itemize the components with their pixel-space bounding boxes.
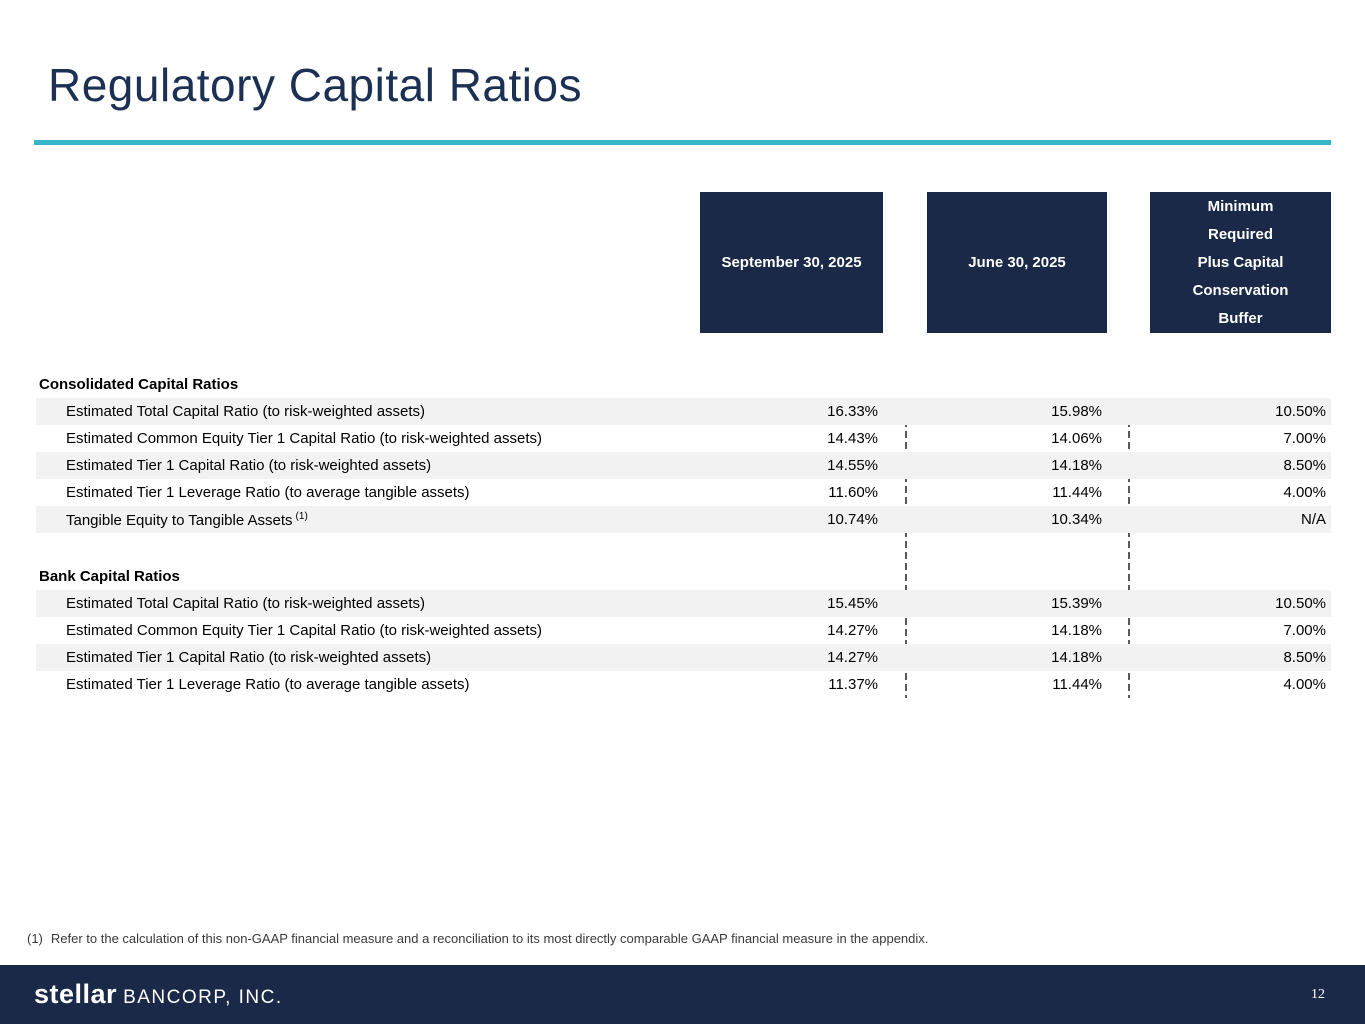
footer-bar: stellar BANCORP, INC. 12 bbox=[0, 965, 1365, 1024]
capital-ratios-table: Consolidated Capital Ratios Estimated To… bbox=[36, 370, 1331, 698]
row-label: Estimated Total Capital Ratio (to risk-w… bbox=[66, 403, 426, 420]
value-jun30: 14.18% bbox=[1051, 457, 1102, 474]
footnote-text: Refer to the calculation of this non-GAA… bbox=[50, 931, 929, 946]
min-required-line: Conservation bbox=[1192, 281, 1289, 299]
section-header-bank: Bank Capital Ratios bbox=[39, 567, 180, 585]
page-number: 12 bbox=[1311, 986, 1325, 1002]
min-required-line: Required bbox=[1207, 225, 1273, 243]
row-label: Estimated Tier 1 Leverage Ratio (to aver… bbox=[66, 484, 470, 501]
table-row: Estimated Tier 1 Leverage Ratio (to aver… bbox=[36, 479, 1331, 506]
value-minimum: 7.00% bbox=[1283, 430, 1326, 447]
logo-wordmark-bancorp: BANCORP, INC. bbox=[123, 987, 283, 1008]
page-title: Regulatory Capital Ratios bbox=[48, 59, 583, 111]
value-sep30: 15.45% bbox=[827, 595, 878, 612]
section-header-consolidated: Consolidated Capital Ratios bbox=[39, 375, 239, 393]
value-minimum: N/A bbox=[1300, 511, 1326, 528]
row-label: Tangible Equity to Tangible Assets (1) bbox=[36, 511, 703, 529]
row-label: Estimated Tier 1 Capital Ratio (to risk-… bbox=[66, 649, 432, 666]
table-row: Estimated Common Equity Tier 1 Capital R… bbox=[36, 425, 1331, 452]
company-logo: stellar BANCORP, INC. bbox=[34, 979, 283, 1010]
value-minimum: 10.50% bbox=[1275, 595, 1326, 612]
table-row: Estimated Total Capital Ratio (to risk-w… bbox=[36, 398, 1331, 425]
value-minimum: 8.50% bbox=[1283, 457, 1326, 474]
footnote: (1) Refer to the calculation of this non… bbox=[27, 931, 928, 946]
value-sep30: 16.33% bbox=[827, 403, 878, 420]
row-label: Estimated Common Equity Tier 1 Capital R… bbox=[66, 430, 543, 447]
footnote-reference: (1) bbox=[295, 510, 308, 522]
row-label: Estimated Tier 1 Leverage Ratio (to aver… bbox=[66, 676, 470, 693]
logo-wordmark-stellar: stellar bbox=[34, 979, 118, 1009]
value-sep30: 14.43% bbox=[827, 430, 878, 447]
row-label-text: Tangible Equity to Tangible Assets bbox=[66, 511, 293, 529]
column-divider-dashed bbox=[905, 398, 907, 698]
value-minimum: 7.00% bbox=[1283, 622, 1326, 639]
row-label: Estimated Total Capital Ratio (to risk-w… bbox=[66, 595, 426, 612]
value-sep30: 14.27% bbox=[827, 649, 878, 666]
value-jun30: 14.18% bbox=[1051, 649, 1102, 666]
value-minimum: 8.50% bbox=[1283, 649, 1326, 666]
value-jun30: 11.44% bbox=[1052, 484, 1102, 501]
row-label: Estimated Tier 1 Capital Ratio (to risk-… bbox=[66, 457, 432, 474]
min-required-line: Plus Capital bbox=[1197, 253, 1284, 271]
min-required-line: Buffer bbox=[1218, 309, 1263, 327]
value-sep30: 14.27% bbox=[827, 622, 878, 639]
value-jun30: 14.18% bbox=[1051, 622, 1102, 639]
row-label: Estimated Common Equity Tier 1 Capital R… bbox=[66, 622, 543, 639]
table-row: Estimated Tier 1 Capital Ratio (to risk-… bbox=[36, 452, 1331, 479]
value-sep30: 10.74% bbox=[827, 511, 878, 528]
section-spacer bbox=[36, 533, 1331, 562]
column-header-september: September 30, 2025 bbox=[700, 192, 883, 333]
value-sep30: 14.55% bbox=[827, 457, 878, 474]
title-accent-rule bbox=[34, 140, 1331, 145]
table-row: Tangible Equity to Tangible Assets (1) 10… bbox=[36, 506, 1331, 533]
value-jun30: 14.06% bbox=[1051, 430, 1102, 447]
column-header-june: June 30, 2025 bbox=[927, 192, 1107, 333]
column-header-minimum-required: Minimum Required Plus Capital Conservati… bbox=[1150, 192, 1331, 333]
value-jun30: 15.39% bbox=[1051, 595, 1102, 612]
table-row: Estimated Tier 1 Leverage Ratio (to aver… bbox=[36, 671, 1331, 698]
table-row: Estimated Total Capital Ratio (to risk-w… bbox=[36, 590, 1331, 617]
value-jun30: 11.44% bbox=[1052, 676, 1102, 693]
value-jun30: 15.98% bbox=[1051, 403, 1102, 420]
column-divider-dashed bbox=[1128, 398, 1130, 698]
value-minimum: 4.00% bbox=[1283, 676, 1326, 693]
value-sep30: 11.60% bbox=[828, 484, 878, 501]
min-required-line: Minimum bbox=[1207, 197, 1274, 215]
value-minimum: 10.50% bbox=[1275, 403, 1326, 420]
table-row: Estimated Common Equity Tier 1 Capital R… bbox=[36, 617, 1331, 644]
value-minimum: 4.00% bbox=[1283, 484, 1326, 501]
value-sep30: 11.37% bbox=[828, 676, 878, 693]
table-row: Estimated Tier 1 Capital Ratio (to risk-… bbox=[36, 644, 1331, 671]
value-jun30: 10.34% bbox=[1051, 511, 1102, 528]
footnote-marker: (1) bbox=[27, 931, 43, 946]
